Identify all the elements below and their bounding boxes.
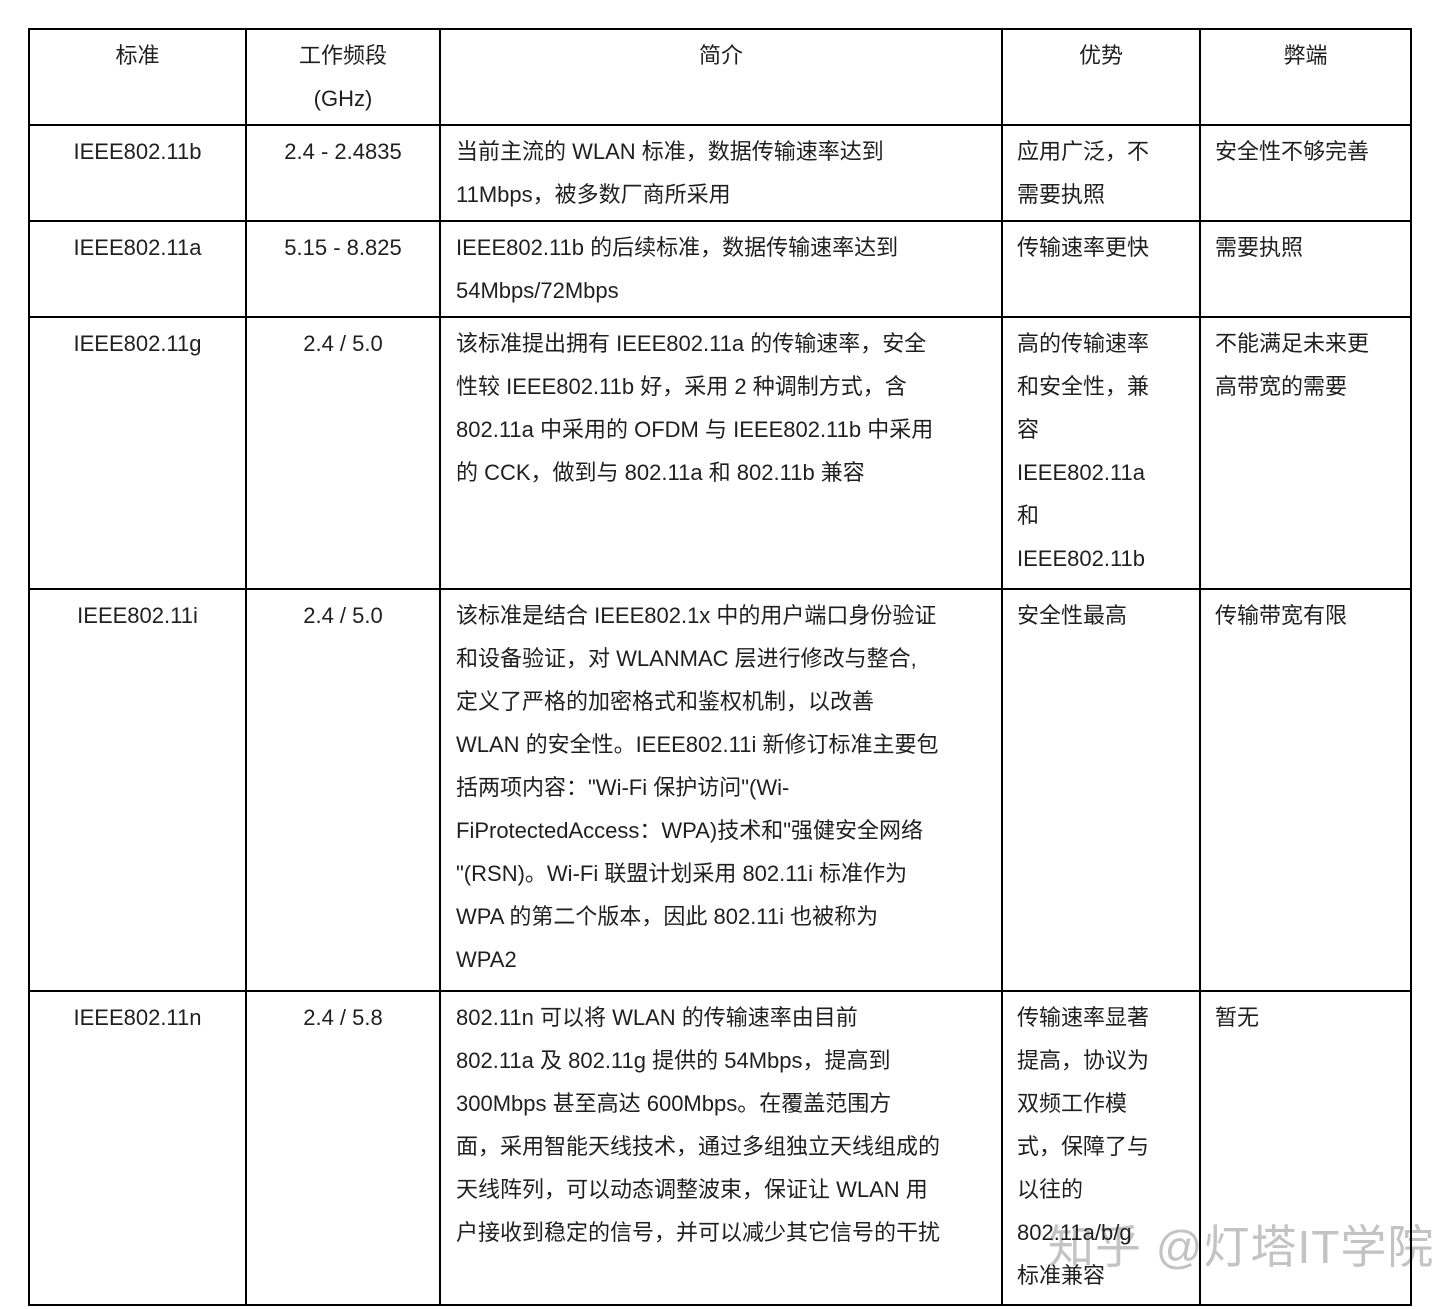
cell-intro: 该标准提出拥有 IEEE802.11a 的传输速率，安全 性较 IEEE802.…: [439, 316, 1003, 590]
table-header-row: 标准 工作频段 (GHz) 简介 优势 弊端: [28, 28, 1412, 126]
cell-pros: 应用广泛，不 需要执照: [1001, 124, 1201, 222]
cell-intro: IEEE802.11b 的后续标准，数据传输速率达到 54Mbps/72Mbps: [439, 220, 1003, 318]
cell-cons: 传输带宽有限: [1199, 588, 1412, 992]
cell-intro: 当前主流的 WLAN 标准，数据传输速率达到 11Mbps，被多数厂商所采用: [439, 124, 1003, 222]
cell-cons: 暂无: [1199, 990, 1412, 1306]
cell-band: 2.4 / 5.0: [245, 588, 441, 992]
cell-standard: IEEE802.11i: [28, 588, 247, 992]
cell-intro: 该标准是结合 IEEE802.1x 中的用户端口身份验证 和设备验证，对 WLA…: [439, 588, 1003, 992]
cell-intro: 802.11n 可以将 WLAN 的传输速率由目前 802.11a 及 802.…: [439, 990, 1003, 1306]
cell-standard: IEEE802.11a: [28, 220, 247, 318]
cell-standard: IEEE802.11b: [28, 124, 247, 222]
cell-pros: 传输速率更快: [1001, 220, 1201, 318]
cell-pros: 传输速率显著 提高，协议为 双频工作模 式，保障了与 以往的 802.11a/b…: [1001, 990, 1201, 1306]
cell-cons: 需要执照: [1199, 220, 1412, 318]
cell-standard: IEEE802.11g: [28, 316, 247, 590]
cell-band: 2.4 - 2.4835: [245, 124, 441, 222]
column-header-standard: 标准: [28, 28, 247, 126]
cell-band: 2.4 / 5.8: [245, 990, 441, 1306]
cell-pros: 高的传输速率 和安全性，兼 容 IEEE802.11a 和 IEEE802.11…: [1001, 316, 1201, 590]
table-row: IEEE802.11i 2.4 / 5.0 该标准是结合 IEEE802.1x …: [28, 588, 1412, 992]
table-row: IEEE802.11g 2.4 / 5.0 该标准提出拥有 IEEE802.11…: [28, 316, 1412, 590]
column-header-pros: 优势: [1001, 28, 1201, 126]
cell-band: 2.4 / 5.0: [245, 316, 441, 590]
column-header-band: 工作频段 (GHz): [245, 28, 441, 126]
wlan-standards-table: 标准 工作频段 (GHz) 简介 优势 弊端 IEEE802.11b 2.4 -…: [28, 28, 1412, 1306]
column-header-cons: 弊端: [1199, 28, 1412, 126]
table-row: IEEE802.11b 2.4 - 2.4835 当前主流的 WLAN 标准，数…: [28, 124, 1412, 222]
cell-pros: 安全性最高: [1001, 588, 1201, 992]
cell-cons: 不能满足未来更 高带宽的需要: [1199, 316, 1412, 590]
column-header-intro: 简介: [439, 28, 1003, 126]
cell-band: 5.15 - 8.825: [245, 220, 441, 318]
table-row: IEEE802.11n 2.4 / 5.8 802.11n 可以将 WLAN 的…: [28, 990, 1412, 1306]
table-row: IEEE802.11a 5.15 - 8.825 IEEE802.11b 的后续…: [28, 220, 1412, 318]
cell-standard: IEEE802.11n: [28, 990, 247, 1306]
cell-cons: 安全性不够完善: [1199, 124, 1412, 222]
